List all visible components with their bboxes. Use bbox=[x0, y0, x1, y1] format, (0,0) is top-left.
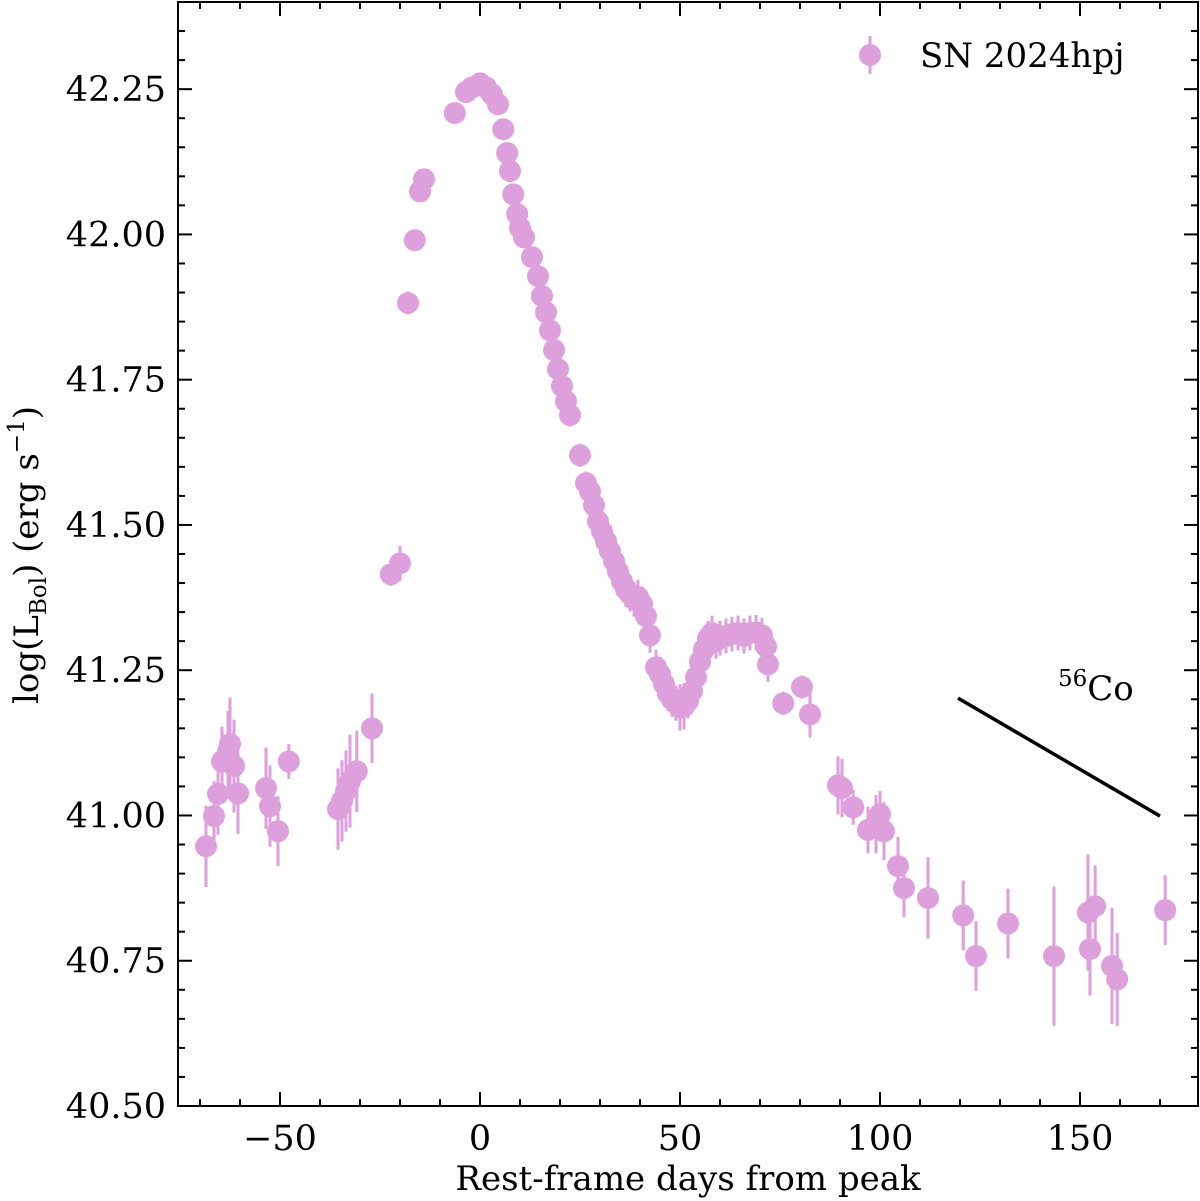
data-point bbox=[527, 265, 549, 288]
data-point bbox=[227, 782, 249, 805]
y-tick-label: 40.75 bbox=[66, 942, 166, 982]
data-point bbox=[219, 733, 241, 756]
data-point bbox=[413, 168, 435, 191]
data-point bbox=[492, 118, 515, 141]
data-point bbox=[791, 676, 813, 699]
x-tick-label: 100 bbox=[847, 1119, 914, 1159]
y-tick-label: 42.25 bbox=[66, 70, 166, 110]
legend: SN 2024hpj bbox=[859, 36, 1125, 76]
data-point bbox=[223, 755, 245, 778]
data-point bbox=[203, 805, 225, 828]
y-tick-label: 40.50 bbox=[66, 1087, 166, 1127]
data-point bbox=[496, 142, 519, 165]
data-point bbox=[389, 552, 411, 575]
data-point bbox=[267, 820, 289, 843]
data-point bbox=[559, 404, 581, 427]
data-point bbox=[543, 339, 565, 362]
data-point bbox=[345, 760, 368, 783]
data-point bbox=[917, 886, 939, 909]
y-label-sup: −1 bbox=[4, 419, 30, 453]
x-tick-label: 150 bbox=[1047, 1119, 1114, 1159]
co56-text: Co bbox=[1087, 669, 1133, 709]
data-point bbox=[255, 777, 277, 800]
data-point bbox=[403, 229, 426, 252]
y-tick-label: 41.00 bbox=[66, 796, 166, 836]
data-point bbox=[952, 904, 975, 927]
data-point bbox=[869, 803, 891, 826]
plot-frame bbox=[177, 1, 1199, 1107]
data-point bbox=[1106, 968, 1129, 991]
data-point bbox=[521, 246, 543, 269]
data-point bbox=[965, 945, 987, 968]
x-tick-label: 0 bbox=[469, 1119, 491, 1159]
y-label-main: log(L bbox=[7, 615, 47, 704]
co56-label: 56Co bbox=[1058, 666, 1134, 709]
data-point bbox=[755, 635, 777, 658]
x-tick-label: 50 bbox=[658, 1119, 703, 1159]
data-point bbox=[361, 717, 383, 740]
data-point bbox=[831, 777, 853, 800]
data-point bbox=[873, 820, 895, 843]
data-point bbox=[259, 795, 281, 818]
data-point bbox=[639, 624, 661, 647]
data-point bbox=[772, 692, 795, 715]
error-bars bbox=[204, 77, 1167, 1026]
data-point bbox=[547, 358, 569, 381]
data-point bbox=[1154, 899, 1177, 922]
y-tick-label: 42.00 bbox=[66, 215, 166, 255]
data-point bbox=[397, 291, 419, 314]
y-label-rest: ) (erg s bbox=[7, 453, 47, 577]
data-point bbox=[997, 912, 1019, 935]
y-label-end: ) bbox=[7, 406, 47, 419]
ticks: −50 0 50 100 150 40.50 40.75 41.00 41.25 41.50 41.… bbox=[66, 1, 1198, 1159]
data-point bbox=[487, 93, 509, 116]
data-point bbox=[887, 855, 909, 878]
data-point bbox=[799, 703, 821, 726]
y-tick-label: 41.50 bbox=[66, 506, 166, 546]
data-point bbox=[569, 444, 591, 467]
data-points bbox=[195, 72, 1177, 991]
co56-sup: 56 bbox=[1058, 666, 1087, 692]
data-point bbox=[635, 605, 657, 628]
data-point bbox=[757, 653, 779, 676]
data-point bbox=[499, 160, 521, 183]
y-label-sub: Bol bbox=[26, 577, 52, 615]
y-tick-label: 41.75 bbox=[66, 361, 166, 401]
data-point bbox=[1079, 938, 1101, 961]
data-point bbox=[539, 319, 561, 342]
y-tick-label: 41.25 bbox=[66, 651, 166, 691]
data-point bbox=[1084, 895, 1107, 918]
data-point bbox=[513, 226, 535, 249]
data-point bbox=[207, 782, 229, 805]
data-point bbox=[535, 301, 557, 324]
y-axis-label: log(LBol) (erg s−1) bbox=[4, 406, 52, 704]
data-point bbox=[893, 877, 915, 900]
legend-label: SN 2024hpj bbox=[920, 36, 1125, 76]
x-axis-label: Rest-frame days from peak bbox=[455, 1159, 921, 1199]
data-point bbox=[842, 796, 865, 819]
data-point bbox=[277, 750, 300, 773]
data-point bbox=[502, 183, 525, 206]
x-tick-label: −50 bbox=[243, 1119, 317, 1159]
co56-decay-line bbox=[957, 696, 1161, 818]
data-point bbox=[195, 835, 217, 858]
data-point bbox=[1043, 945, 1065, 968]
data-point bbox=[443, 101, 466, 124]
legend-marker bbox=[859, 44, 881, 66]
